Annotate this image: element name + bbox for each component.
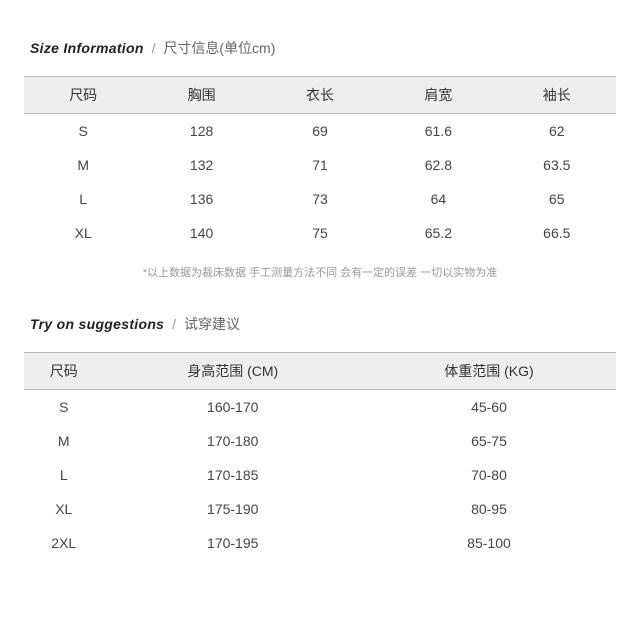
cell: 62.8 (379, 148, 497, 182)
cell: 170-185 (104, 458, 362, 492)
title-separator: / (172, 316, 176, 332)
tryon-title: Try on suggestions / 试穿建议 (30, 314, 616, 334)
cell: 45-60 (362, 390, 616, 425)
tryon-title-en: Try on suggestions (30, 316, 164, 332)
table-row: L 170-185 70-80 (24, 458, 616, 492)
table-header-row: 尺码 身高范围 (CM) 体重范围 (KG) (24, 353, 616, 390)
cell: 73 (261, 182, 379, 216)
cell: 70-80 (362, 458, 616, 492)
size-info-table: 尺码 胸围 衣长 肩宽 袖长 S 128 69 61.6 62 M 132 71… (24, 76, 616, 250)
cell: 128 (142, 114, 260, 149)
cell: M (24, 148, 142, 182)
cell: 64 (379, 182, 497, 216)
cell: 175-190 (104, 492, 362, 526)
cell: 62 (498, 114, 616, 149)
title-separator: / (152, 40, 156, 56)
cell: 170-180 (104, 424, 362, 458)
cell: XL (24, 492, 104, 526)
cell: 69 (261, 114, 379, 149)
size-info-title: Size Information / 尺寸信息(单位cm) (30, 38, 616, 58)
cell: XL (24, 216, 142, 250)
table-row: 2XL 170-195 85-100 (24, 526, 616, 560)
tryon-table: 尺码 身高范围 (CM) 体重范围 (KG) S 160-170 45-60 M… (24, 352, 616, 560)
size-info-footnote: *以上数据为裁床数据 手工测量方法不同 会有一定的误差 一切以实物为准 (24, 264, 616, 280)
cell: 136 (142, 182, 260, 216)
size-info-title-zh: 尺寸信息(单位cm) (163, 40, 275, 56)
col-header: 体重范围 (KG) (362, 353, 616, 390)
cell: 61.6 (379, 114, 497, 149)
table-row: L 136 73 64 65 (24, 182, 616, 216)
cell: 2XL (24, 526, 104, 560)
col-header: 尺码 (24, 77, 142, 114)
cell: 65-75 (362, 424, 616, 458)
table-header-row: 尺码 胸围 衣长 肩宽 袖长 (24, 77, 616, 114)
cell: 63.5 (498, 148, 616, 182)
cell: 71 (261, 148, 379, 182)
table-row: M 170-180 65-75 (24, 424, 616, 458)
cell: 160-170 (104, 390, 362, 425)
col-header: 身高范围 (CM) (104, 353, 362, 390)
cell: S (24, 114, 142, 149)
tryon-title-zh: 试穿建议 (184, 316, 240, 332)
col-header: 胸围 (142, 77, 260, 114)
cell: 65 (498, 182, 616, 216)
cell: 140 (142, 216, 260, 250)
cell: S (24, 390, 104, 425)
cell: 132 (142, 148, 260, 182)
cell: 170-195 (104, 526, 362, 560)
table-row: XL 140 75 65.2 66.5 (24, 216, 616, 250)
cell: 65.2 (379, 216, 497, 250)
table-row: XL 175-190 80-95 (24, 492, 616, 526)
table-row: S 160-170 45-60 (24, 390, 616, 425)
cell: 80-95 (362, 492, 616, 526)
size-info-title-en: Size Information (30, 40, 144, 56)
cell: 85-100 (362, 526, 616, 560)
col-header: 袖长 (498, 77, 616, 114)
col-header: 肩宽 (379, 77, 497, 114)
cell: 66.5 (498, 216, 616, 250)
cell: M (24, 424, 104, 458)
cell: L (24, 182, 142, 216)
table-row: M 132 71 62.8 63.5 (24, 148, 616, 182)
table-row: S 128 69 61.6 62 (24, 114, 616, 149)
cell: 75 (261, 216, 379, 250)
col-header: 尺码 (24, 353, 104, 390)
col-header: 衣长 (261, 77, 379, 114)
cell: L (24, 458, 104, 492)
